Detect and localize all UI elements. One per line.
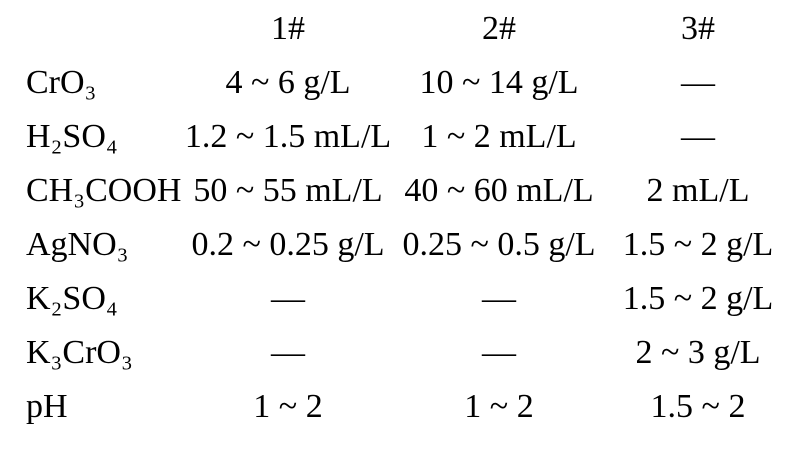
table-cell: 50 ~ 55 mL/L	[193, 172, 383, 209]
row-label: CrO₃	[26, 64, 97, 101]
column-header-3: 3#	[681, 10, 715, 47]
table-cell: 1 ~ 2	[253, 388, 323, 425]
table-row-ch3cooh: CH₃COOH 50 ~ 55 mL/L 40 ~ 60 mL/L 2 mL/L	[0, 164, 791, 218]
row-label: pH	[26, 388, 68, 425]
table-cell: 2 ~ 3 g/L	[635, 334, 761, 371]
table-row-h2so4: H₂SO₄ 1.2 ~ 1.5 mL/L 1 ~ 2 mL/L —	[0, 110, 791, 164]
table-row-k2so4: K₂SO₄ — — 1.5 ~ 2 g/L	[0, 272, 791, 326]
header-row: 1# 2# 3#	[0, 2, 791, 56]
table-cell: —	[681, 118, 715, 155]
table-row-ph: pH 1 ~ 2 1 ~ 2 1.5 ~ 2	[0, 380, 791, 434]
row-label: AgNO₃	[26, 226, 129, 263]
table-cell: 0.2 ~ 0.25 g/L	[191, 226, 385, 263]
column-header-1: 1#	[271, 10, 305, 47]
table-cell: 2 mL/L	[646, 172, 750, 209]
table-cell: —	[271, 334, 305, 371]
table-cell: 1.5 ~ 2 g/L	[622, 280, 774, 317]
row-label: K₃CrO₃	[26, 334, 133, 371]
column-header-2: 2#	[482, 10, 516, 47]
table-cell: 1 ~ 2	[464, 388, 534, 425]
table-cell: —	[482, 280, 516, 317]
table-row-k3cro3: K₃CrO₃ — — 2 ~ 3 g/L	[0, 326, 791, 380]
table-row-cro3: CrO₃ 4 ~ 6 g/L 10 ~ 14 g/L —	[0, 56, 791, 110]
row-label: H₂SO₄	[26, 118, 118, 155]
table-row-agno3: AgNO₃ 0.2 ~ 0.25 g/L 0.25 ~ 0.5 g/L 1.5 …	[0, 218, 791, 272]
row-label: CH₃COOH	[26, 172, 182, 209]
row-label: K₂SO₄	[26, 280, 118, 317]
table-cell: 1.5 ~ 2	[650, 388, 746, 425]
table-cell: 40 ~ 60 mL/L	[404, 172, 594, 209]
table-cell: —	[482, 334, 516, 371]
table-cell: 1 ~ 2 mL/L	[421, 118, 577, 155]
table-cell: —	[271, 280, 305, 317]
table-cell: 1.5 ~ 2 g/L	[622, 226, 774, 263]
table-cell: —	[681, 64, 715, 101]
table-cell: 10 ~ 14 g/L	[419, 64, 579, 101]
table-cell: 4 ~ 6 g/L	[225, 64, 351, 101]
table-cell: 0.25 ~ 0.5 g/L	[402, 226, 596, 263]
table-cell: 1.2 ~ 1.5 mL/L	[184, 118, 392, 155]
